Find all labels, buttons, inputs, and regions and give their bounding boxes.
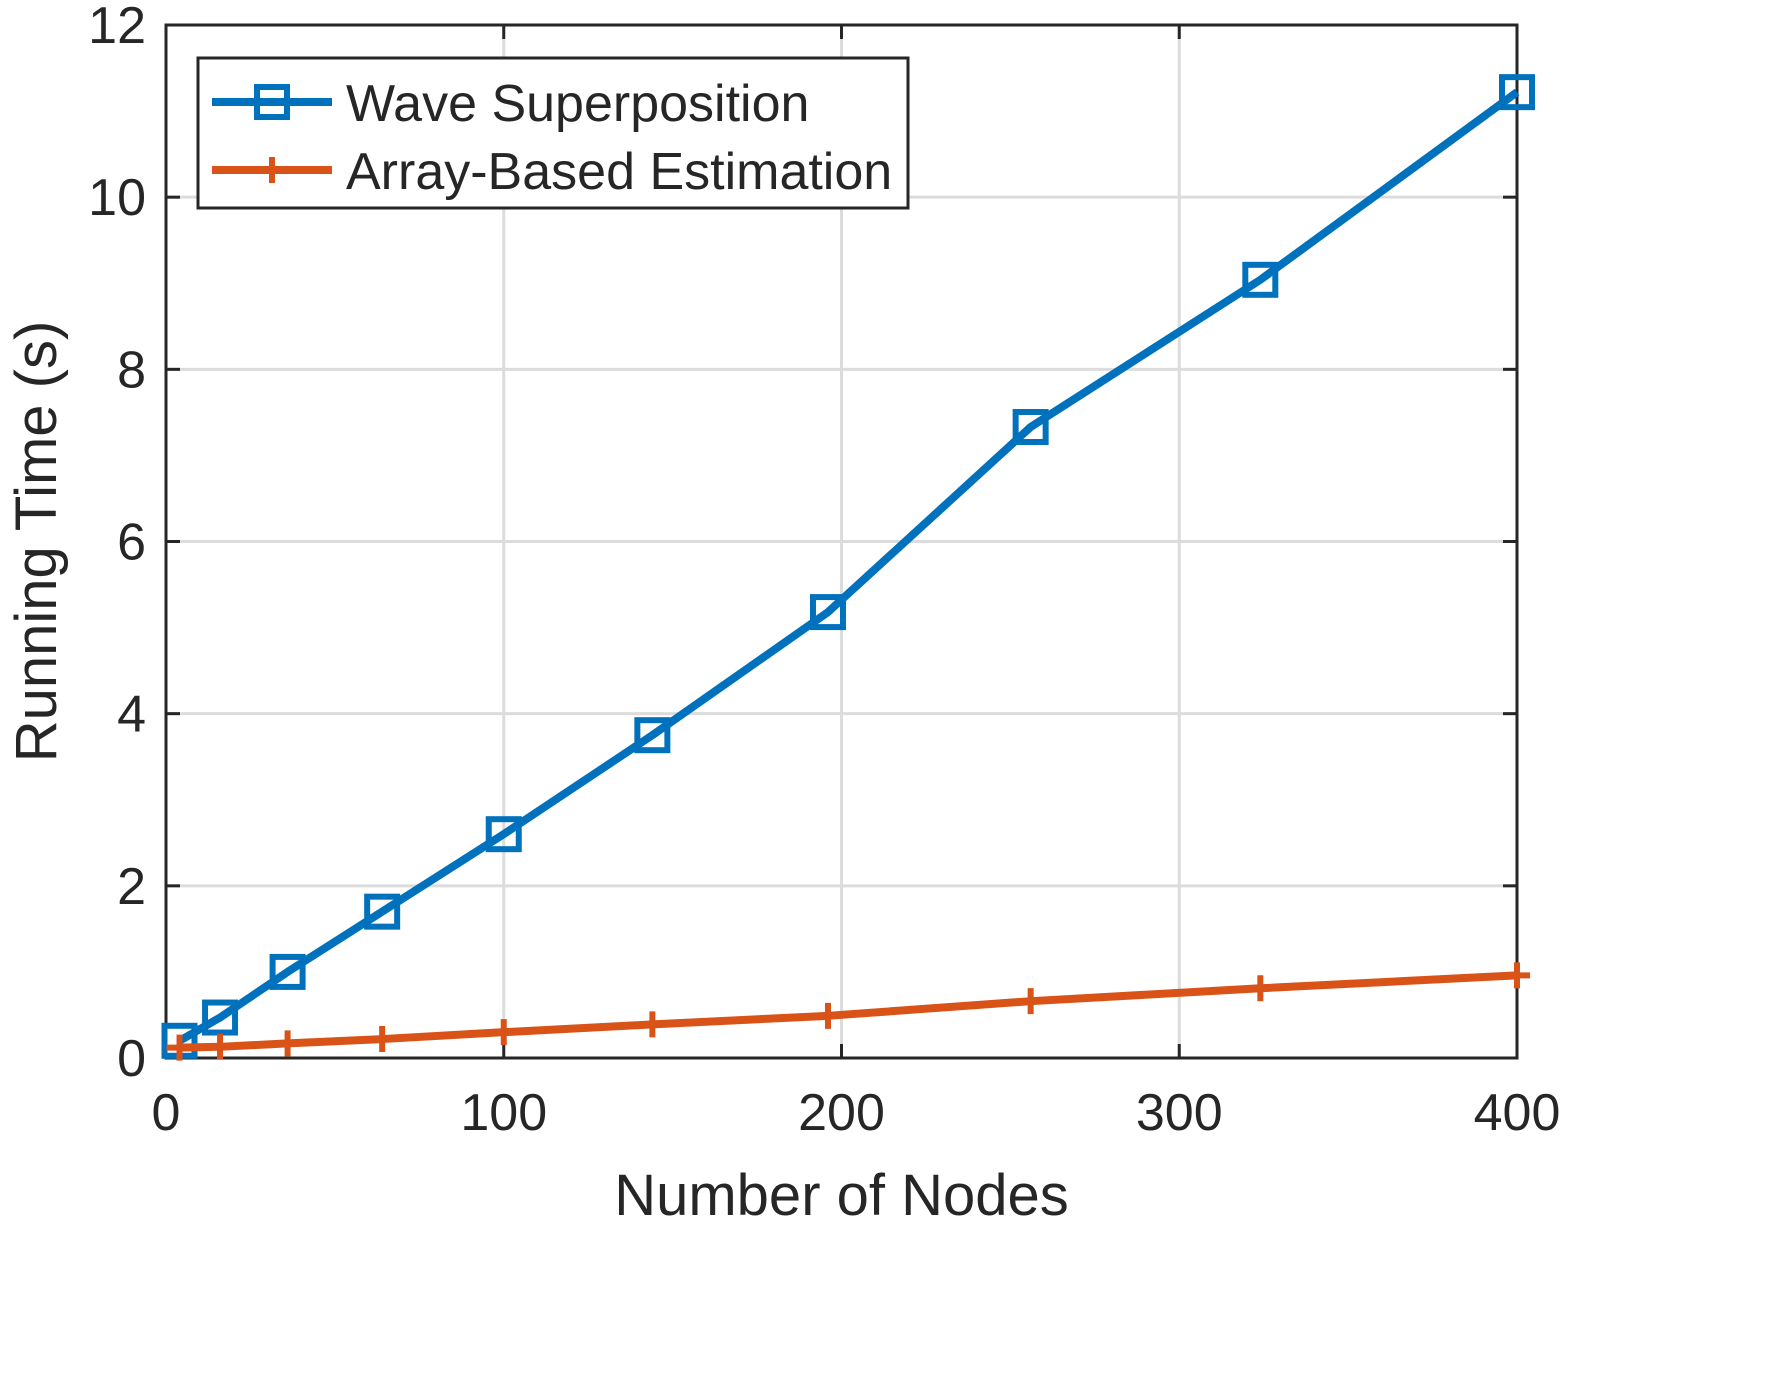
y-axis-label: Running Time (s) — [4, 321, 69, 763]
series-line — [179, 971, 1518, 1052]
y-tick-label: 0 — [117, 1030, 146, 1088]
x-tick-label: 400 — [1474, 1084, 1561, 1142]
data-point — [490, 1019, 517, 1046]
data-point — [814, 1002, 841, 1029]
y-tick-label: 6 — [117, 514, 146, 572]
data-point — [364, 893, 401, 930]
y-tick-label: 8 — [117, 341, 146, 399]
data-point — [1012, 409, 1049, 446]
data-point — [1499, 74, 1535, 111]
data-point — [166, 1034, 193, 1061]
data-point — [1247, 975, 1274, 1002]
x-tick-label: 0 — [152, 1084, 181, 1142]
series-line — [177, 88, 1520, 1045]
data-point — [485, 816, 522, 853]
x-tick-label: 200 — [798, 1084, 885, 1142]
data-point — [207, 1033, 234, 1060]
legend-marker — [254, 84, 290, 120]
data-point — [1242, 261, 1279, 298]
series-array-based-estimation — [166, 962, 1530, 1061]
data-point — [634, 717, 671, 754]
legend-marker — [259, 157, 285, 183]
legend: Wave Superposition Array-Based Estimation — [196, 56, 910, 210]
x-tick-label: 300 — [1136, 1084, 1223, 1142]
legend-item: Wave Superposition — [212, 75, 809, 133]
data-point — [369, 1026, 396, 1053]
data-point — [274, 1030, 301, 1057]
legend-label: Wave Superposition — [346, 75, 809, 133]
y-tick-label: 2 — [117, 858, 146, 916]
data-point — [1504, 962, 1530, 989]
x-tick-label: 100 — [460, 1084, 547, 1142]
legend-label: Array-Based Estimation — [346, 143, 892, 201]
data-point — [269, 953, 306, 990]
data-point — [639, 1011, 666, 1038]
legend-item: Array-Based Estimation — [212, 143, 892, 201]
y-tick-label: 4 — [117, 686, 146, 744]
data-point — [1017, 988, 1044, 1015]
axis-ticks: 0 100 200 300 400 0 2 4 6 8 10 12 — [88, 0, 1560, 1142]
y-tick-label: 10 — [88, 169, 146, 227]
legend-box — [196, 56, 910, 210]
y-tick-label: 12 — [88, 0, 146, 55]
data-point — [809, 594, 846, 631]
data-point — [202, 999, 239, 1036]
x-axis-label: Number of Nodes — [614, 1163, 1069, 1228]
data-series — [161, 74, 1535, 1061]
